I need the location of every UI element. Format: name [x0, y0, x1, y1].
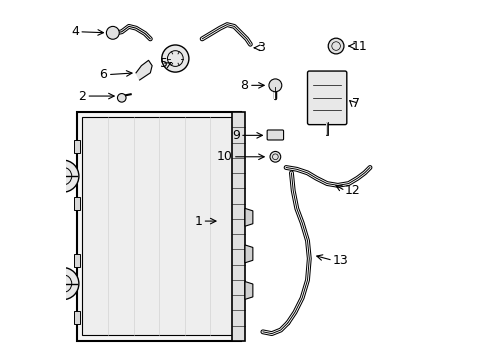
Text: 12: 12: [345, 184, 361, 197]
Polygon shape: [74, 311, 80, 324]
Text: 4: 4: [71, 25, 79, 38]
Polygon shape: [82, 117, 236, 336]
Text: 13: 13: [333, 254, 348, 267]
Circle shape: [47, 160, 79, 192]
Text: 10: 10: [217, 150, 232, 163]
Polygon shape: [245, 208, 253, 226]
Polygon shape: [245, 282, 253, 300]
Polygon shape: [77, 112, 242, 341]
FancyBboxPatch shape: [267, 130, 284, 140]
Polygon shape: [232, 112, 245, 341]
Circle shape: [269, 79, 282, 92]
Text: 1: 1: [194, 215, 202, 228]
Text: 7: 7: [352, 97, 360, 110]
Polygon shape: [74, 197, 80, 210]
Polygon shape: [245, 245, 253, 263]
Circle shape: [106, 26, 119, 39]
Text: 9: 9: [232, 129, 240, 142]
Circle shape: [47, 267, 79, 300]
Circle shape: [328, 38, 344, 54]
Text: 6: 6: [99, 68, 107, 81]
Circle shape: [162, 45, 189, 72]
Polygon shape: [74, 254, 80, 267]
Polygon shape: [74, 140, 80, 153]
Text: 8: 8: [241, 79, 248, 92]
Text: 2: 2: [78, 90, 86, 103]
Text: 3: 3: [258, 41, 266, 54]
FancyBboxPatch shape: [308, 71, 347, 125]
Circle shape: [270, 152, 281, 162]
Polygon shape: [136, 60, 152, 80]
Circle shape: [118, 94, 126, 102]
Text: 11: 11: [352, 40, 368, 53]
Text: 5: 5: [160, 57, 168, 71]
